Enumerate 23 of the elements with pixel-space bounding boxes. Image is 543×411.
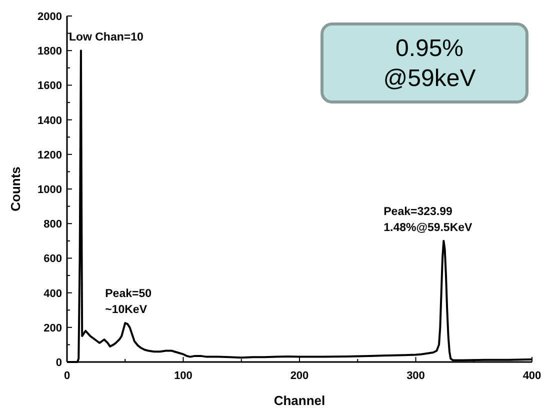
y-tick-label: 1000 [38,184,62,196]
y-tick-label: 400 [44,288,62,300]
annotation: Peak=323.99 1.48%@59.5KeV [384,206,473,234]
y-tick-label: 1400 [38,114,62,127]
annotation: Low Chan=10 [68,32,144,44]
x-tick-label: 100 [174,370,192,382]
y-tick-label: 200 [44,322,62,334]
y-axis-title: Counts [8,166,23,212]
y-tick-label: 600 [44,253,62,266]
y-tick-label: 1800 [38,46,62,58]
callout-box: 0.95% @59keV [320,22,528,104]
annotation: 0.95% @59keV [383,35,476,92]
x-tick-label: 0 [64,370,70,382]
y-tick-label: 2000 [38,11,62,23]
x-axis-title: Channel [274,393,326,408]
x-tick-label: 200 [290,370,309,382]
x-tick-label: 300 [406,370,425,382]
y-tick-label: 800 [44,218,62,231]
x-tick-label: 400 [522,370,542,382]
y-tick-label: 1200 [38,149,62,162]
y-tick-label: 1600 [38,80,62,92]
y-tick-label: 0 [56,357,62,369]
annotation: Peak=50 ~10KeV [105,288,152,316]
